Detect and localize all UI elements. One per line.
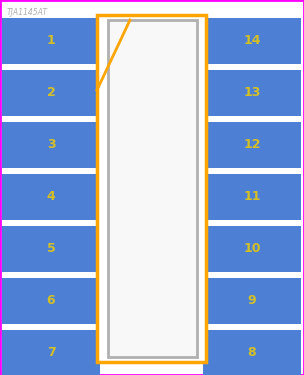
Text: 7: 7: [47, 346, 55, 360]
Bar: [203, 70, 301, 116]
Bar: [2, 330, 100, 375]
Bar: [203, 122, 301, 168]
Text: 10: 10: [243, 243, 261, 255]
Text: TJA1145AT: TJA1145AT: [7, 8, 48, 17]
Text: 14: 14: [243, 34, 261, 48]
Text: 8: 8: [248, 346, 256, 360]
Text: 1: 1: [47, 34, 55, 48]
Bar: [2, 174, 100, 220]
Text: 2: 2: [47, 87, 55, 99]
Text: 5: 5: [47, 243, 55, 255]
Bar: [108, 20, 197, 357]
Bar: [203, 18, 301, 64]
Text: 12: 12: [243, 138, 261, 152]
Bar: [2, 18, 100, 64]
Text: 9: 9: [248, 294, 256, 307]
Text: 13: 13: [243, 87, 261, 99]
Bar: [2, 70, 100, 116]
Bar: [203, 330, 301, 375]
Bar: [203, 226, 301, 272]
Bar: [97, 15, 206, 362]
Text: 6: 6: [47, 294, 55, 307]
Text: 4: 4: [47, 190, 55, 204]
Bar: [2, 226, 100, 272]
Bar: [203, 174, 301, 220]
Bar: [2, 122, 100, 168]
Bar: [203, 278, 301, 324]
Text: 3: 3: [47, 138, 55, 152]
Text: 11: 11: [243, 190, 261, 204]
Bar: [2, 278, 100, 324]
